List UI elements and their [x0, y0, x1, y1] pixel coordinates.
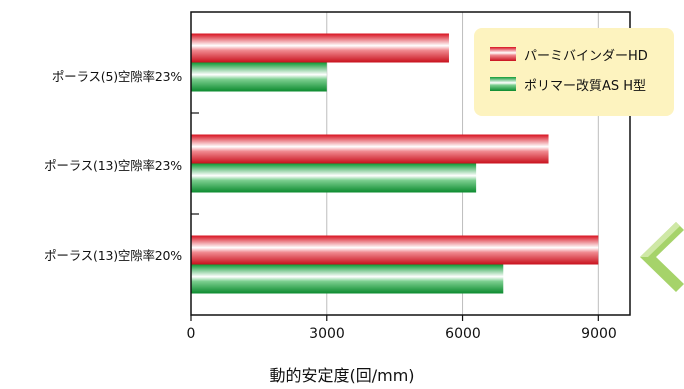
legend-label: ポリマー改質AS H型 — [524, 78, 647, 94]
x-tick-label: 9000 — [581, 326, 617, 342]
legend-item: ポリマー改質AS H型 — [490, 74, 646, 94]
legend-swatch-red — [490, 47, 516, 61]
x-tick-label: 0 — [186, 326, 196, 342]
chevron-left-icon — [640, 222, 684, 292]
x-tick-label: 3000 — [309, 326, 345, 342]
bar-as-1 — [191, 163, 477, 193]
legend-item: パーミバインダーHD — [490, 44, 648, 64]
x-axis-title: 動的安定度(回/mm) — [269, 366, 415, 385]
plot-frame — [190, 11, 631, 316]
category-label: ポーラス(5)空隙率23% — [51, 69, 182, 84]
bar-as-2 — [191, 264, 504, 294]
bar-as-0 — [191, 62, 327, 92]
bar-hd-0 — [191, 33, 449, 63]
x-tick-label: 6000 — [445, 326, 481, 342]
bar-hd-1 — [191, 134, 549, 164]
legend: パーミバインダーHD ポリマー改質AS H型 — [474, 28, 674, 116]
category-label: ポーラス(13)空隙率20% — [44, 248, 182, 263]
bar-hd-2 — [191, 235, 599, 265]
category-label: ポーラス(13)空隙率23% — [44, 158, 182, 173]
legend-label: パーミバインダーHD — [524, 48, 648, 64]
legend-swatch-green — [490, 77, 516, 91]
